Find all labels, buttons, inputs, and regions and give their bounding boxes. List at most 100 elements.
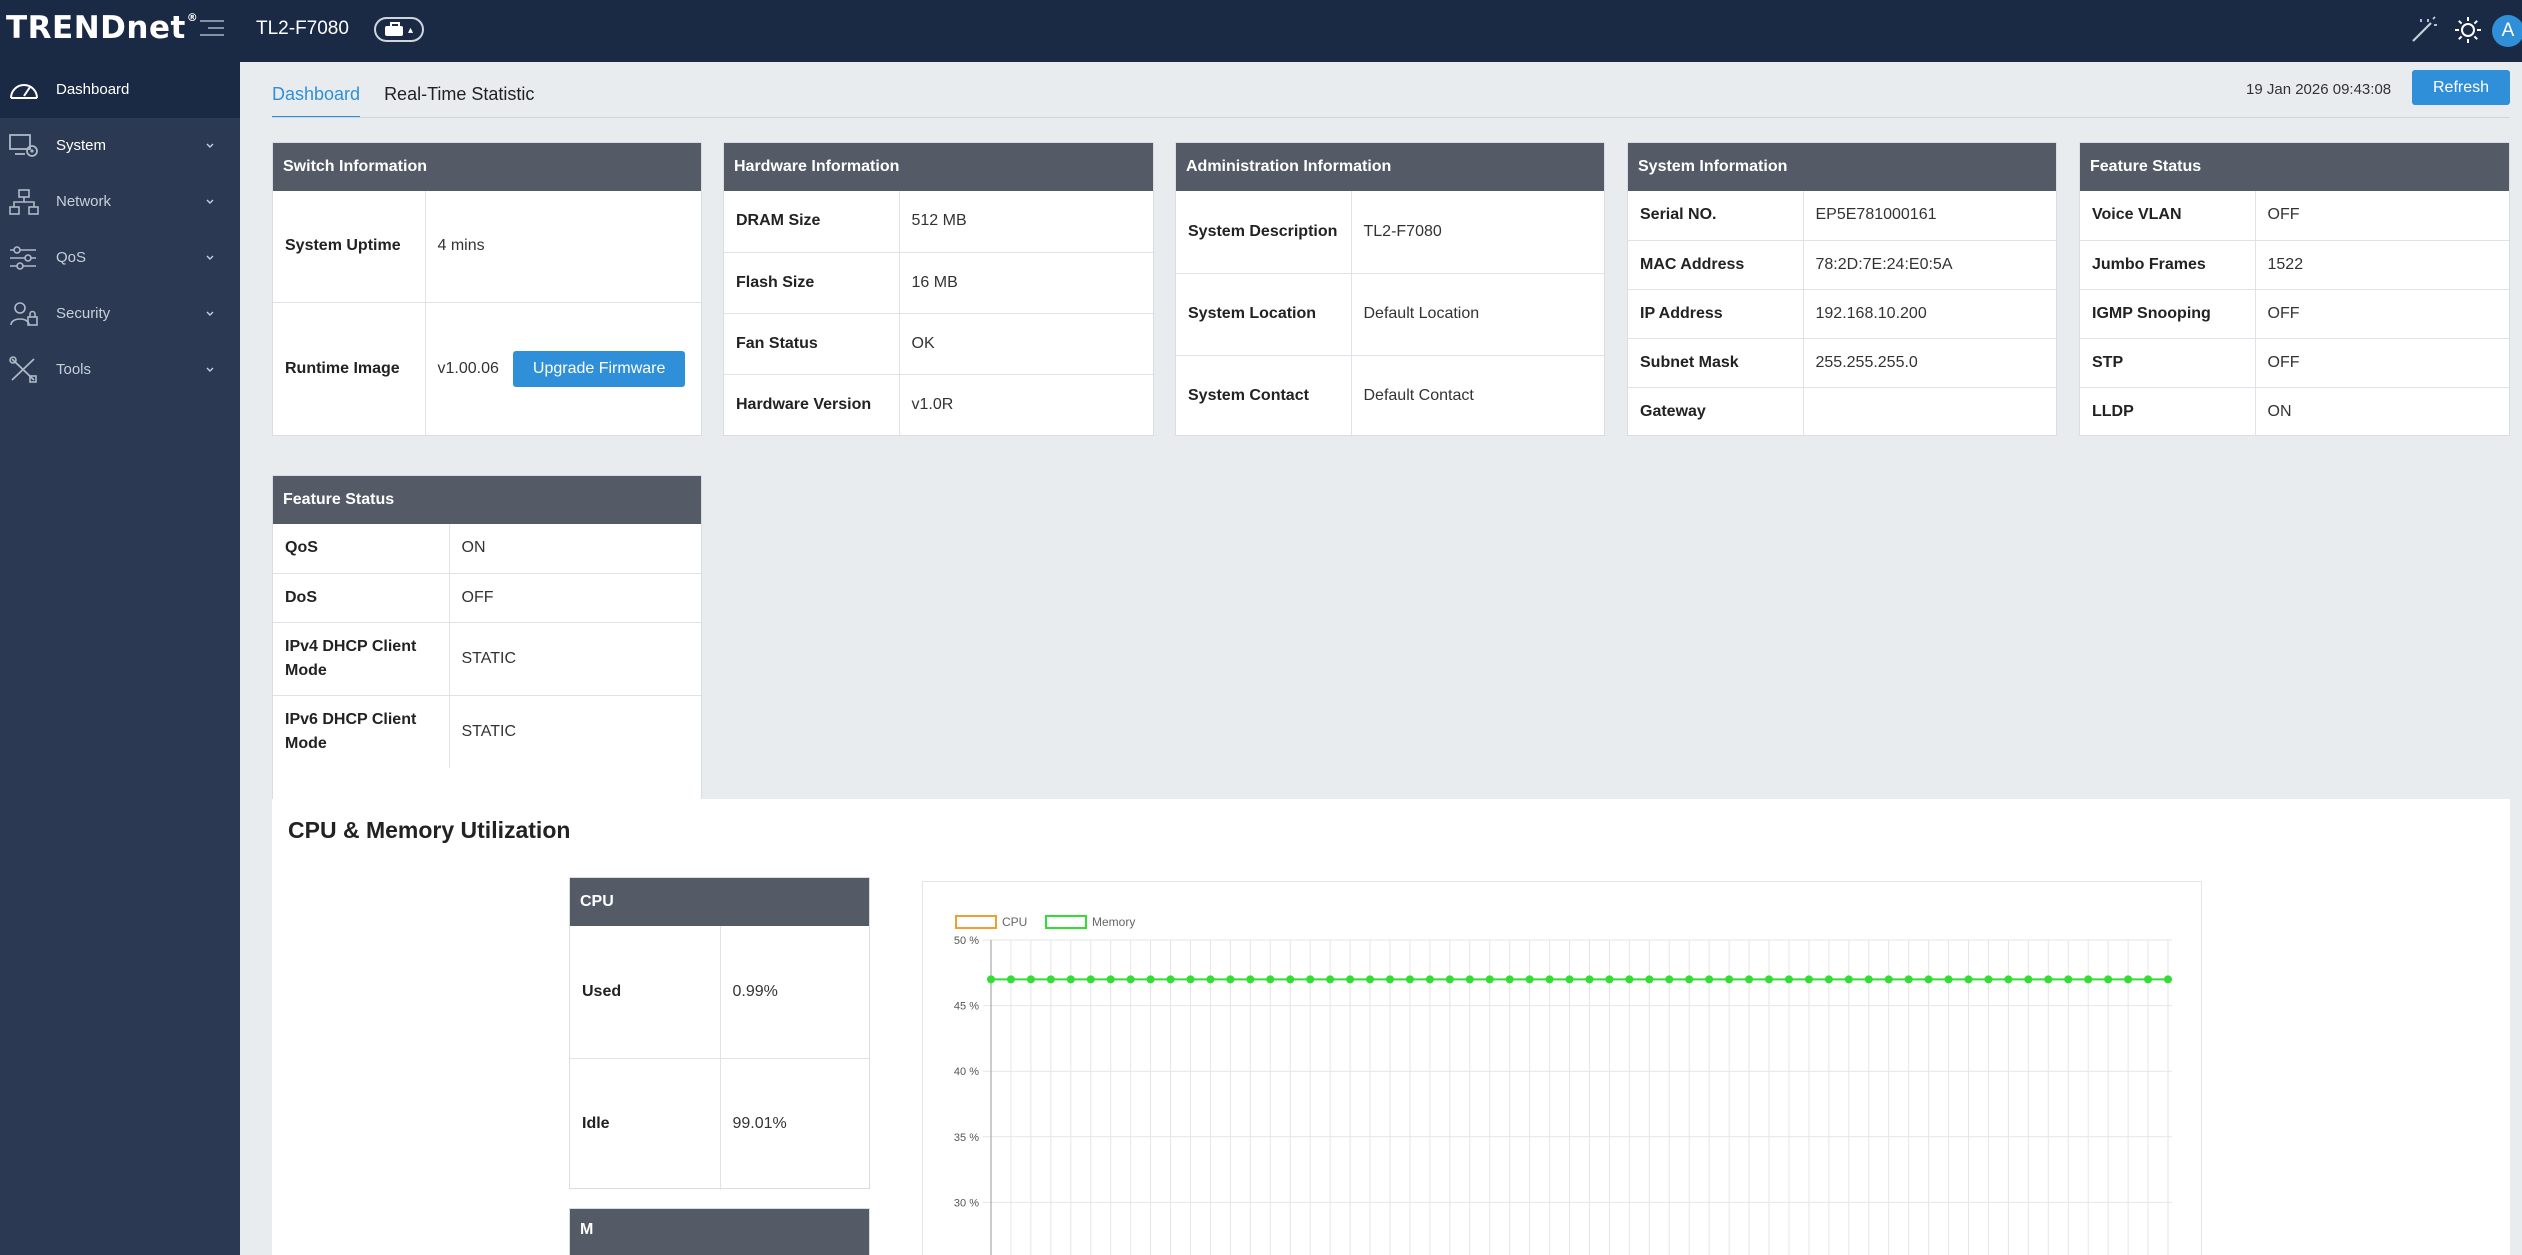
sidebar-item-label: Dashboard [56,81,130,98]
magic-wand-icon[interactable] [2408,14,2440,46]
data-point [1784,975,1793,984]
data-point [1346,975,1355,984]
data-point [1565,975,1574,984]
device-panel-toggle[interactable]: ▴ [374,17,424,42]
ip-address-label: IP Address [1628,289,1804,339]
cpu-idle-value: 99.01% [732,1115,787,1133]
sidebar-item-label: Security [56,305,111,322]
sidebar-item-security[interactable]: Security [0,286,240,342]
y-tick-label: 50 % [954,935,979,947]
section-title: CPU & Memory Utilization [288,817,571,843]
data-point [1306,975,1315,984]
jumbo-frames-value: 1522 [2255,240,2509,290]
chevron-down-icon [206,311,214,316]
y-tick-label: 45 % [954,1001,979,1013]
data-point [1266,975,1275,984]
sidebar-item-qos[interactable]: QoS [0,230,240,286]
subnet-mask-value: 255.255.255.0 [1803,338,2056,388]
data-point [1884,975,1893,984]
data-point [2024,975,2033,984]
sun-icon[interactable] [2452,14,2484,46]
y-tick-label: 35 % [954,1132,979,1144]
tab-dashboard[interactable]: Dashboard [272,84,361,118]
system-icon [9,134,38,157]
data-point [1066,975,1075,984]
card-title: Feature Status [2080,143,2509,191]
uptime-label: System Uptime [273,191,426,303]
data-point [1645,975,1654,984]
card-title: M [570,1209,869,1255]
data-point [1445,975,1454,984]
data-point [1246,975,1255,984]
y-tick-label: 30 % [954,1197,979,1209]
brand-text: TRENDnet [6,10,186,46]
menu-toggle-icon[interactable] [200,20,224,42]
voice-vlan-value: OFF [2255,191,2509,241]
sidebar-item-label: QoS [56,249,87,266]
data-point [1286,975,1295,984]
data-point [987,975,995,984]
chevron-down-icon [206,255,214,260]
data-point [2104,975,2113,984]
card-title: Feature Status [273,476,701,524]
voice-vlan-label: Voice VLAN [2080,191,2256,241]
gateway-label: Gateway [1628,387,1804,436]
cpu-used-value: 0.99% [720,926,869,1059]
cpu-memory-section: CPU & Memory Utilization CPU Used 0.99% I… [272,799,2510,1255]
runtime-image-label: Runtime Image [273,302,426,435]
system-description-value: TL2-F7080 [1351,191,1604,274]
ipv6-dhcp-value: STATIC [461,722,517,740]
data-point [2004,975,2013,984]
flash-size-label: Flash Size [724,252,900,314]
feature-status-card: Feature Status Voice VLAN OFF Jumbo Frame… [2079,142,2510,436]
upgrade-firmware-button[interactable]: Upgrade Firmware [512,350,686,387]
fan-status-value: OK [899,313,1153,375]
security-icon [10,302,38,326]
data-point [1086,975,1095,984]
sidebar-item-network[interactable]: Network [0,174,240,230]
system-location-label: System Location [1176,273,1352,356]
data-point [2064,975,2073,984]
tab-real-time-statistic[interactable]: Real-Time Statistic [384,84,535,104]
ipv4-dhcp-value: STATIC [449,622,701,696]
brand-mark: ® [186,10,199,24]
mac-address-value: 78:2D:7E:24:E0:5A [1803,240,2056,290]
refresh-button[interactable]: Refresh [2412,70,2510,105]
sidebar-item-system[interactable]: System [0,118,240,174]
system-description-label: System Description [1176,191,1352,274]
serial-no-value: EP5E781000161 [1803,191,2056,241]
data-point [1226,975,1235,984]
qos-icon [10,246,36,270]
data-point [1505,975,1514,984]
qos-label: QoS [273,524,450,574]
data-point [1585,975,1594,984]
serial-no-label: Serial NO. [1628,191,1804,241]
data-point [1924,975,1933,984]
sidebar-item-tools[interactable]: Tools [0,342,240,398]
data-point [1904,975,1913,984]
sidebar-item-label: System [56,137,107,154]
cpu-idle-label: Idle [570,1058,721,1190]
network-icon [9,189,39,215]
fan-status-label: Fan Status [724,313,900,375]
legend-label-cpu: CPU [1002,915,1027,929]
system-information-card: System Information Serial NO. EP5E7810001… [1627,142,2057,436]
data-point [2144,975,2153,984]
stp-label: STP [2080,338,2256,388]
data-point [1804,975,1813,984]
user-avatar[interactable]: A [2492,15,2522,47]
timestamp: 19 Jan 2026 09:43:08 [2246,81,2392,98]
data-point [1385,975,1394,984]
data-point [1126,975,1135,984]
tools-icon [9,356,37,383]
data-point [1366,975,1375,984]
data-point [2044,975,2053,984]
top-header: TRENDnet® TL2-F7080 ▴ A [0,0,2522,62]
jumbo-frames-label: Jumbo Frames [2080,240,2256,290]
sidebar-item-dashboard[interactable]: Dashboard [0,62,240,118]
dram-size-label: DRAM Size [724,191,900,253]
y-tick-label: 40 % [954,1066,979,1078]
data-point [2124,975,2133,984]
data-point [1864,975,1873,984]
card-title: System Information [1628,143,2056,191]
